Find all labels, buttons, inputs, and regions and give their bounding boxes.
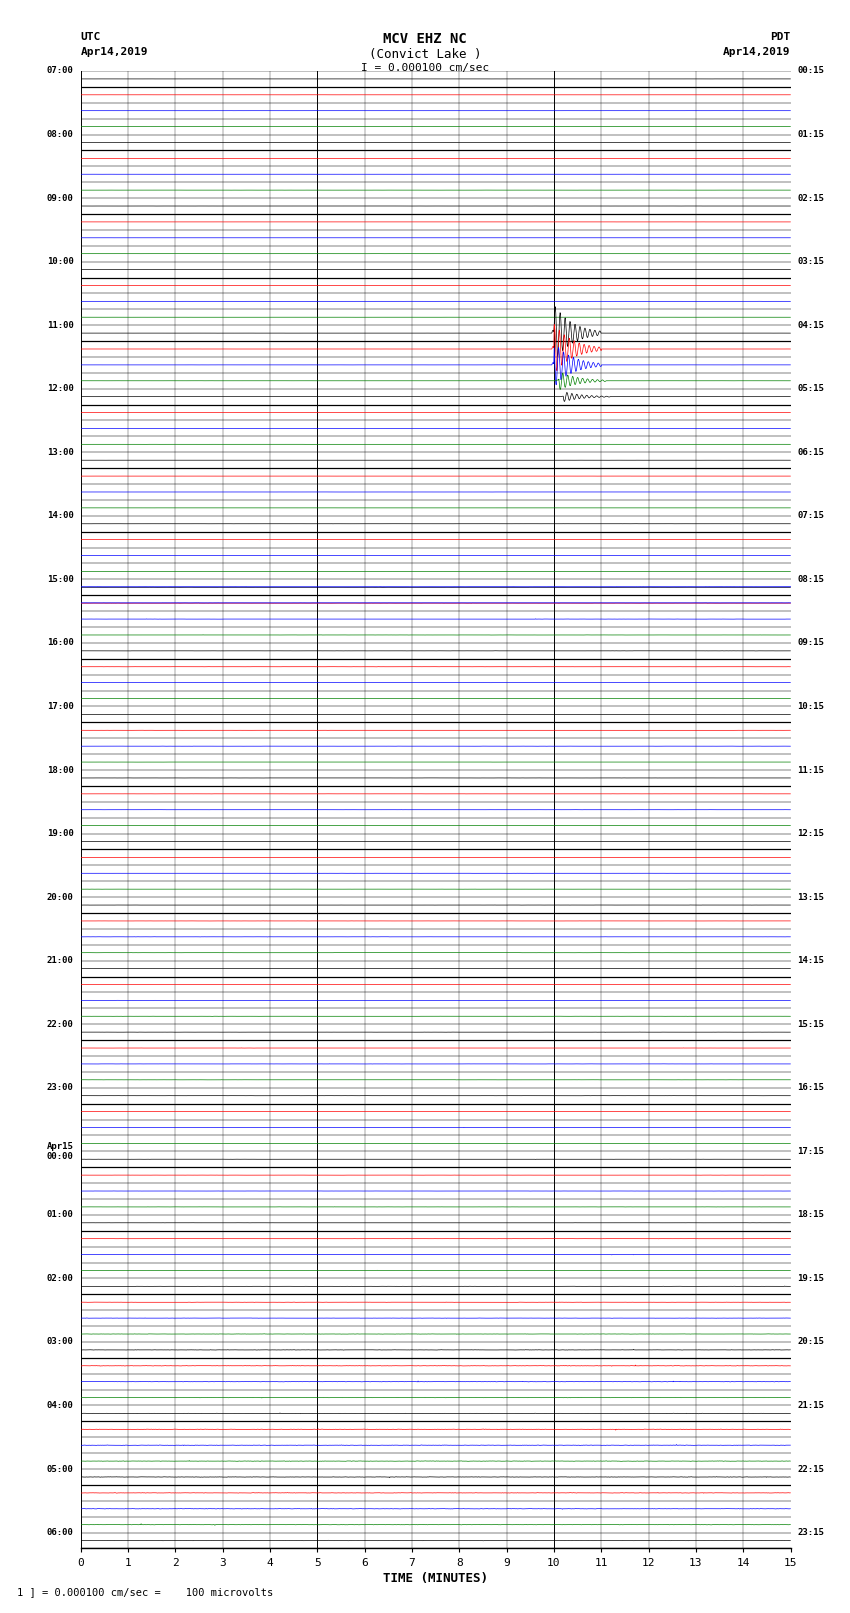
Text: 16:00: 16:00 [47, 639, 74, 647]
Text: 15:00: 15:00 [47, 574, 74, 584]
Text: 13:00: 13:00 [47, 448, 74, 456]
Text: 23:15: 23:15 [797, 1528, 824, 1537]
Text: 18:00: 18:00 [47, 766, 74, 774]
Text: 1 ] = 0.000100 cm/sec =    100 microvolts: 1 ] = 0.000100 cm/sec = 100 microvolts [17, 1587, 273, 1597]
Text: Apr14,2019: Apr14,2019 [81, 47, 148, 56]
Text: 06:00: 06:00 [47, 1528, 74, 1537]
Text: 21:15: 21:15 [797, 1402, 824, 1410]
Text: 12:00: 12:00 [47, 384, 74, 394]
Text: 19:00: 19:00 [47, 829, 74, 839]
Text: 18:15: 18:15 [797, 1210, 824, 1219]
Text: 22:15: 22:15 [797, 1465, 824, 1474]
Text: 04:00: 04:00 [47, 1402, 74, 1410]
Text: 13:15: 13:15 [797, 892, 824, 902]
Text: 09:15: 09:15 [797, 639, 824, 647]
Text: 22:00: 22:00 [47, 1019, 74, 1029]
Text: 00:15: 00:15 [797, 66, 824, 76]
Text: 21:00: 21:00 [47, 957, 74, 965]
Text: 09:00: 09:00 [47, 194, 74, 203]
Text: 17:00: 17:00 [47, 702, 74, 711]
Text: Apr15
00:00: Apr15 00:00 [47, 1142, 74, 1161]
Text: 14:00: 14:00 [47, 511, 74, 521]
Text: 03:00: 03:00 [47, 1337, 74, 1347]
Text: 17:15: 17:15 [797, 1147, 824, 1157]
Text: 14:15: 14:15 [797, 957, 824, 965]
Text: 05:00: 05:00 [47, 1465, 74, 1474]
Text: 07:15: 07:15 [797, 511, 824, 521]
Text: 06:15: 06:15 [797, 448, 824, 456]
Text: 20:00: 20:00 [47, 892, 74, 902]
Text: UTC: UTC [81, 32, 101, 42]
Text: 05:15: 05:15 [797, 384, 824, 394]
Text: 15:15: 15:15 [797, 1019, 824, 1029]
Text: 08:15: 08:15 [797, 574, 824, 584]
Text: 11:00: 11:00 [47, 321, 74, 329]
X-axis label: TIME (MINUTES): TIME (MINUTES) [383, 1571, 488, 1584]
Text: 11:15: 11:15 [797, 766, 824, 774]
Text: (Convict Lake ): (Convict Lake ) [369, 48, 481, 61]
Text: 20:15: 20:15 [797, 1337, 824, 1347]
Text: 10:00: 10:00 [47, 256, 74, 266]
Text: 08:00: 08:00 [47, 131, 74, 139]
Text: 12:15: 12:15 [797, 829, 824, 839]
Text: PDT: PDT [770, 32, 790, 42]
Text: 19:15: 19:15 [797, 1274, 824, 1282]
Text: 23:00: 23:00 [47, 1084, 74, 1092]
Text: 03:15: 03:15 [797, 256, 824, 266]
Text: MCV EHZ NC: MCV EHZ NC [383, 32, 467, 47]
Text: 01:00: 01:00 [47, 1210, 74, 1219]
Text: 16:15: 16:15 [797, 1084, 824, 1092]
Text: I = 0.000100 cm/sec: I = 0.000100 cm/sec [361, 63, 489, 73]
Text: 10:15: 10:15 [797, 702, 824, 711]
Text: 01:15: 01:15 [797, 131, 824, 139]
Text: 02:00: 02:00 [47, 1274, 74, 1282]
Text: 02:15: 02:15 [797, 194, 824, 203]
Text: Apr14,2019: Apr14,2019 [723, 47, 791, 56]
Text: 04:15: 04:15 [797, 321, 824, 329]
Text: 07:00: 07:00 [47, 66, 74, 76]
